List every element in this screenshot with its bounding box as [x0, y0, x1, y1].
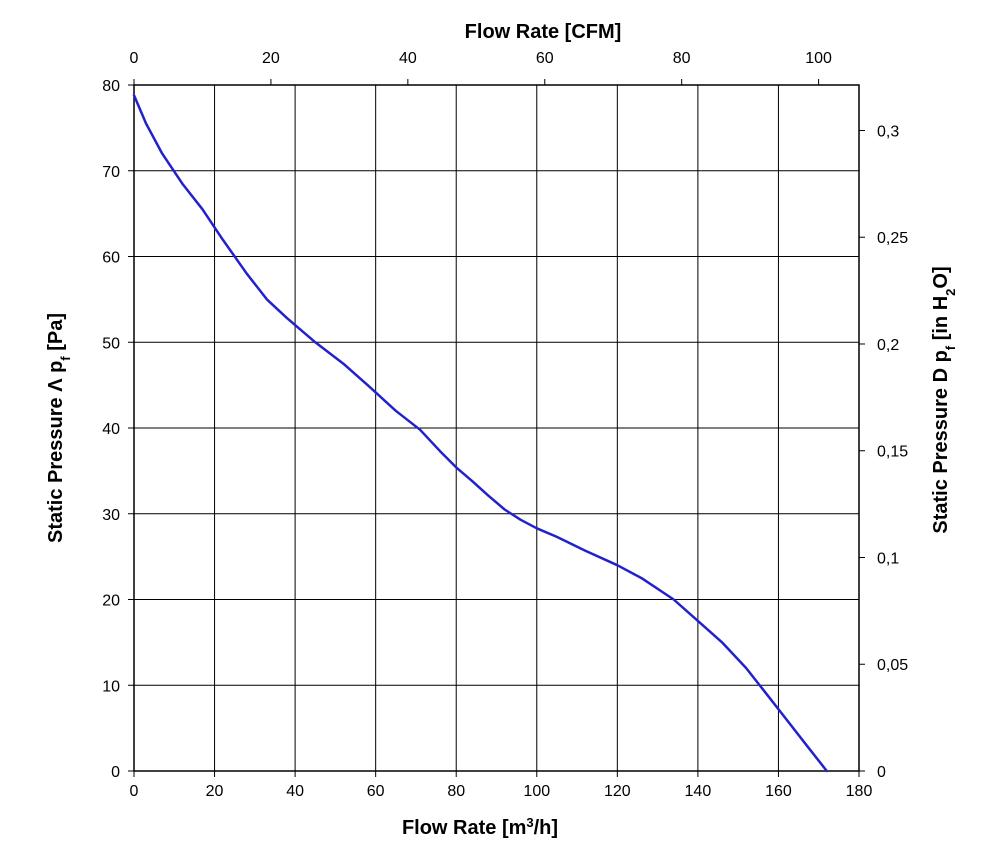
left-tick-label: 40: [102, 421, 120, 438]
top-tick-label: 0: [130, 50, 139, 67]
right-tick-label: 0: [877, 764, 886, 781]
bottom-tick-label: 100: [523, 783, 550, 800]
bottom-tick-label: 60: [367, 783, 385, 800]
series-group: [132, 94, 829, 773]
top-tick-label: 80: [673, 50, 691, 67]
top-tick-label: 40: [399, 50, 417, 67]
bottom-tick-label: 180: [846, 783, 873, 800]
right-axis-title: Static Pressure D pf [in H2O]: [930, 266, 958, 533]
left-tick-label: 20: [102, 593, 120, 610]
bottom-axis-ticks: 0 20 40 60 80 100 120 140 160 180: [130, 771, 873, 800]
top-tick-label: 20: [262, 50, 280, 67]
right-tick-label: 0,1: [877, 550, 899, 567]
bottom-tick-label: 40: [286, 783, 304, 800]
left-tick-label: 80: [102, 78, 120, 95]
bottom-tick-label: 80: [447, 783, 465, 800]
bottom-tick-label: 0: [130, 783, 139, 800]
right-tick-label: 0,05: [877, 657, 908, 674]
left-tick-label: 50: [102, 335, 120, 352]
right-tick-label: 0,3: [877, 123, 899, 140]
fan-curve-line: [132, 94, 829, 773]
left-tick-label: 60: [102, 250, 120, 267]
left-axis-title: Static Pressure Λ pf [Pa]: [45, 313, 73, 543]
left-tick-label: 0: [111, 764, 120, 781]
bottom-axis-title: Flow Rate [m3/h]: [402, 815, 558, 840]
bottom-tick-label: 20: [206, 783, 224, 800]
right-tick-label: 0,2: [877, 337, 899, 354]
bottom-tick-label: 140: [685, 783, 712, 800]
left-tick-label: 10: [102, 678, 120, 695]
bottom-tick-label: 120: [604, 783, 631, 800]
left-tick-label: 30: [102, 507, 120, 524]
top-tick-label: 60: [536, 50, 554, 67]
top-axis-ticks: 0 20 40 60 80 100: [130, 50, 832, 85]
left-axis-ticks: 0 10 20 30 40 50 60 70 80: [102, 78, 134, 781]
right-tick-label: 0,25: [877, 230, 908, 247]
right-axis-ticks: 0 0,05 0,1 0,15 0,2 0,25 0,3: [859, 123, 908, 781]
right-tick-label: 0,15: [877, 444, 908, 461]
grid-lines: [133, 84, 860, 772]
top-axis-title: Flow Rate [CFM]: [465, 21, 622, 43]
top-tick-label: 100: [805, 50, 832, 67]
left-tick-label: 70: [102, 164, 120, 181]
bottom-tick-label: 160: [765, 783, 792, 800]
